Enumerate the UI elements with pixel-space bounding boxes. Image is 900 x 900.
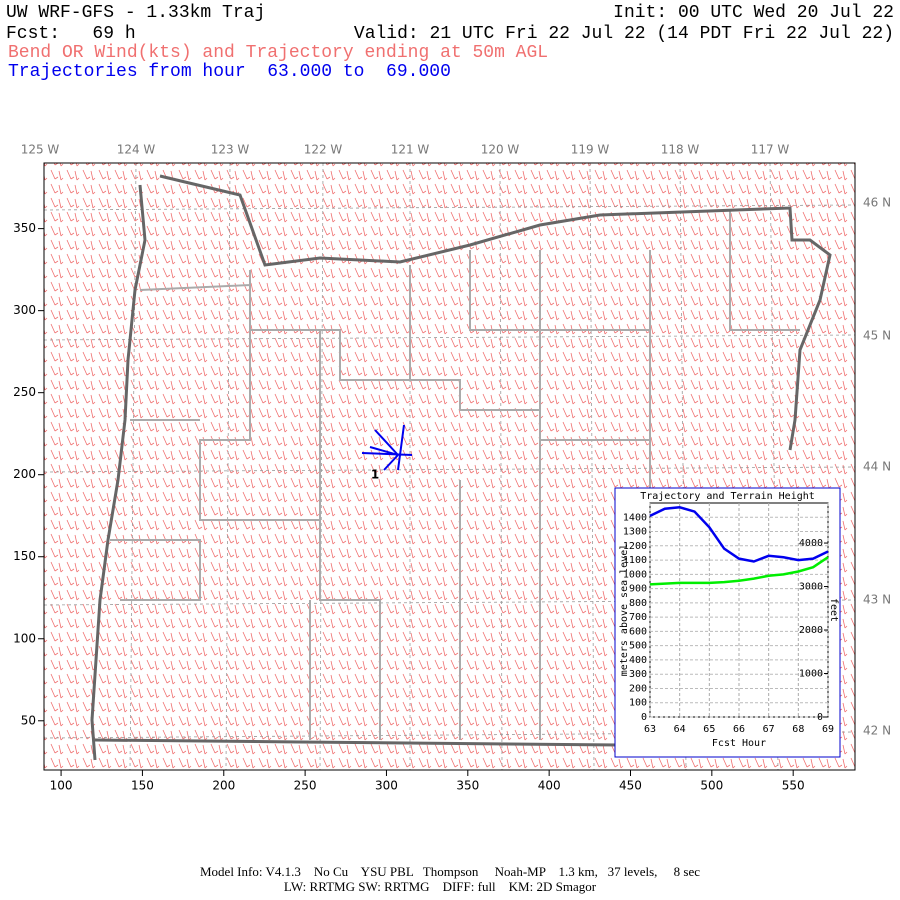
inset-y-tick-label: 500 xyxy=(629,641,647,652)
inset-y-tick-label: 1000 xyxy=(623,569,647,580)
longitude-label: 120 W xyxy=(481,143,520,157)
inset-x-tick-label: 67 xyxy=(763,724,775,735)
x-tick-label: 550 xyxy=(782,779,805,793)
inset-y-tick-label: 700 xyxy=(629,612,647,623)
inset-y-tick-label: 0 xyxy=(641,712,647,723)
x-tick-label: 500 xyxy=(700,779,723,793)
x-tick-label: 100 xyxy=(50,779,73,793)
x-tick-label: 300 xyxy=(375,779,398,793)
model-physics: LW: RRTMG SW: RRTMG DIFF: full KM: 2D Sm… xyxy=(284,879,597,894)
inset-y-tick-label: 900 xyxy=(629,584,647,595)
y-tick-label: 250 xyxy=(13,385,36,399)
inset-y-tick-label: 400 xyxy=(629,655,647,666)
inset-y-tick-label: 1300 xyxy=(623,527,647,538)
latitude-label: 44 N xyxy=(863,460,891,474)
inset-x-tick-label: 63 xyxy=(644,724,656,735)
longitude-label: 121 W xyxy=(391,143,430,157)
inset-y-tick-label: 800 xyxy=(629,598,647,609)
y-tick-label: 350 xyxy=(13,221,36,235)
x-tick-label: 250 xyxy=(294,779,317,793)
longitude-label: 122 W xyxy=(304,143,343,157)
y-tick-label: 200 xyxy=(13,467,36,481)
inset-y2-tick-label: 4000 xyxy=(799,538,823,549)
field-description: Bend OR Wind(kts) and Trajectory ending … xyxy=(8,43,548,63)
x-tick-label: 400 xyxy=(538,779,561,793)
longitude-label: 124 W xyxy=(117,143,156,157)
series-line xyxy=(649,556,829,586)
inset-y2-tick-label: 2000 xyxy=(799,625,823,636)
valid-time: Valid: 21 UTC Fri 22 Jul 22 (14 PDT Fri … xyxy=(354,24,894,44)
inset-x-tick-label: 64 xyxy=(674,724,686,735)
inset-x-label: Fcst Hour xyxy=(712,738,766,749)
longitude-label: 123 W xyxy=(211,143,250,157)
trajectory-label: 1 xyxy=(371,468,379,482)
inset-x-tick-label: 68 xyxy=(792,724,804,735)
trajectory-hours: Trajectories from hour 63.000 to 69.000 xyxy=(8,62,451,82)
y-tick-label: 300 xyxy=(13,303,36,317)
trajectory xyxy=(361,424,413,471)
x-tick-label: 200 xyxy=(212,779,235,793)
forecast-hour: Fcst: 69 h xyxy=(6,24,136,44)
inset-y-tick-label: 1100 xyxy=(623,555,647,566)
county-lines xyxy=(110,210,800,740)
inset-y-tick-label: 300 xyxy=(629,669,647,680)
inset-y2-label: feet xyxy=(828,598,839,622)
model-info: Model Info: V4.1.3 No Cu YSU PBL Thompso… xyxy=(200,864,700,879)
x-tick-label: 150 xyxy=(131,779,154,793)
inset-title: Trajectory and Terrain Height xyxy=(640,491,815,502)
y-tick-label: 150 xyxy=(13,549,36,563)
inset-y-tick-label: 100 xyxy=(629,698,647,709)
latitude-label: 45 N xyxy=(863,329,891,343)
latitude-label: 43 N xyxy=(863,593,891,607)
coastline-borders xyxy=(90,174,832,761)
title: UW WRF-GFS - 1.33km Traj xyxy=(6,3,265,23)
y-tick-label: 100 xyxy=(13,631,36,645)
inset-y-label: meters above sea level xyxy=(619,544,630,676)
x-tick-label: 350 xyxy=(456,779,479,793)
inset-frame xyxy=(614,487,841,758)
longitude-label: 118 W xyxy=(661,143,700,157)
inset-y2-tick-label: 3000 xyxy=(799,582,823,593)
longitude-label: 117 W xyxy=(751,143,790,157)
series-line xyxy=(649,506,829,563)
inset-y-tick-label: 1400 xyxy=(623,512,647,523)
init-time: Init: 00 UTC Wed 20 Jul 22 xyxy=(613,3,894,23)
inset-chart xyxy=(614,487,841,758)
map-frame xyxy=(43,162,856,771)
inset-y-tick-label: 200 xyxy=(629,683,647,694)
y-tick-label: 50 xyxy=(21,713,36,727)
longitude-label: 119 W xyxy=(571,143,610,157)
inset-y2-tick-label: 0 xyxy=(817,712,823,723)
inset-x-tick-label: 66 xyxy=(733,724,745,735)
latitude-label: 42 N xyxy=(863,724,891,738)
inset-y2-tick-label: 1000 xyxy=(799,669,823,680)
inset-x-tick-label: 69 xyxy=(822,724,834,735)
inset-y-tick-label: 600 xyxy=(629,626,647,637)
longitude-label: 125 W xyxy=(21,143,60,157)
inset-y-tick-label: 1200 xyxy=(623,541,647,552)
x-tick-label: 450 xyxy=(619,779,642,793)
latitude-label: 46 N xyxy=(863,196,891,210)
inset-x-tick-label: 65 xyxy=(703,724,715,735)
